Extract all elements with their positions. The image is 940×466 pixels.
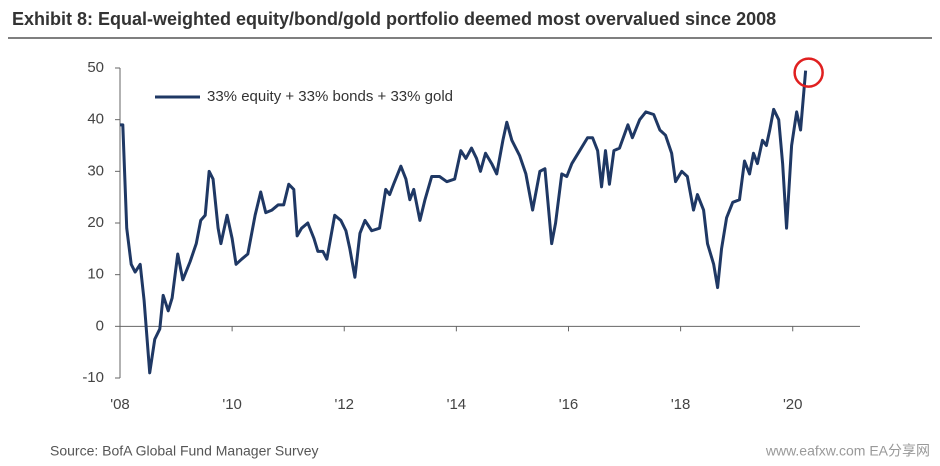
x-tick-label: '12 <box>334 396 354 413</box>
y-tick-label: 20 <box>87 214 104 231</box>
x-tick-label: '16 <box>559 396 579 413</box>
x-tick-label: '08 <box>110 396 130 413</box>
y-tick-label: 0 <box>96 317 104 334</box>
chart-title: Exhibit 8: Equal-weighted equity/bond/go… <box>12 9 776 29</box>
y-tick-label: 30 <box>87 162 104 179</box>
x-tick-label: '18 <box>671 396 691 413</box>
y-tick-label: 40 <box>87 111 104 128</box>
source: Source: BofA Global Fund Manager Survey <box>50 443 318 459</box>
y-tick-label: 50 <box>87 59 104 76</box>
legend-label: 33% equity + 33% bonds + 33% gold <box>207 88 453 105</box>
x-tick-label: '14 <box>447 396 467 413</box>
y-tick-label: -10 <box>82 369 104 386</box>
y-tick-label: 10 <box>87 266 104 283</box>
watermark: www.eafxw.com EA分享网 <box>765 443 930 459</box>
x-tick-label: '20 <box>783 396 803 413</box>
line-series <box>120 70 808 375</box>
x-tick-label: '10 <box>222 396 242 413</box>
highlight-circle <box>793 57 824 88</box>
